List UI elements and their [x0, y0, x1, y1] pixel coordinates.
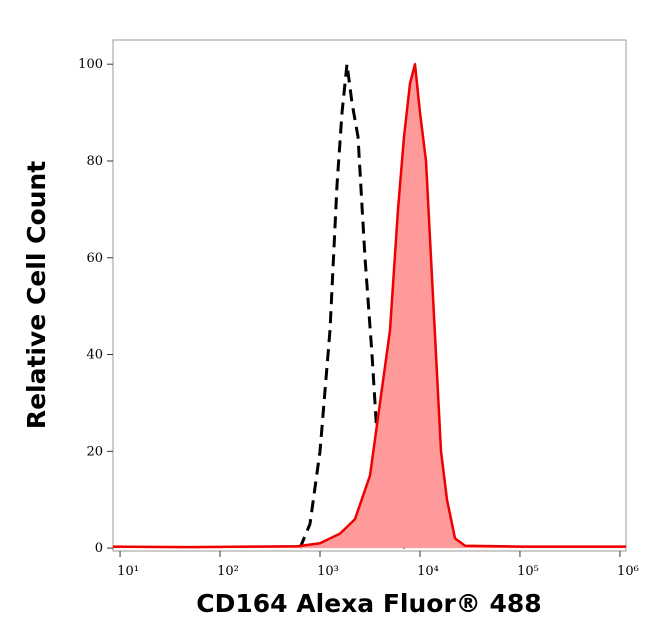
plot-frame [112, 39, 627, 552]
x-tick-label: 10⁵ [517, 564, 539, 579]
x-tick-label: 10⁴ [417, 564, 439, 579]
x-tick-label: 10² [217, 564, 239, 579]
y-tick-label: 0 [95, 541, 103, 556]
y-tick-label: 40 [86, 348, 103, 363]
y-tick-label: 80 [86, 154, 103, 169]
y-tick-label: 100 [78, 57, 103, 72]
y-tick-label: 20 [86, 444, 103, 459]
y-axis-label: Relative Cell Count [22, 161, 51, 429]
y-tick-label: 60 [86, 251, 103, 266]
histogram-line [112, 62, 626, 549]
x-tick-label: 10⁶ [617, 564, 639, 579]
x-tick-label: 10¹ [117, 564, 139, 579]
x-axis-label: CD164 Alexa Fluor® 488 [196, 589, 541, 618]
x-tick-label: 10³ [317, 564, 339, 579]
